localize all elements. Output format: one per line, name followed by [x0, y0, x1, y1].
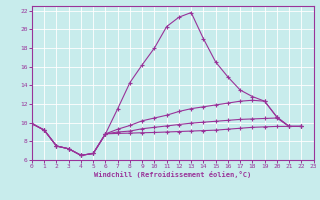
X-axis label: Windchill (Refroidissement éolien,°C): Windchill (Refroidissement éolien,°C) — [94, 171, 252, 178]
